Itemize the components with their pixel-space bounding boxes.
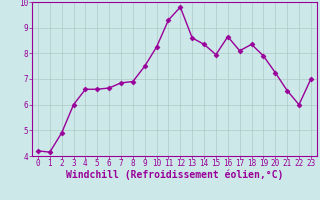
X-axis label: Windchill (Refroidissement éolien,°C): Windchill (Refroidissement éolien,°C) (66, 170, 283, 180)
